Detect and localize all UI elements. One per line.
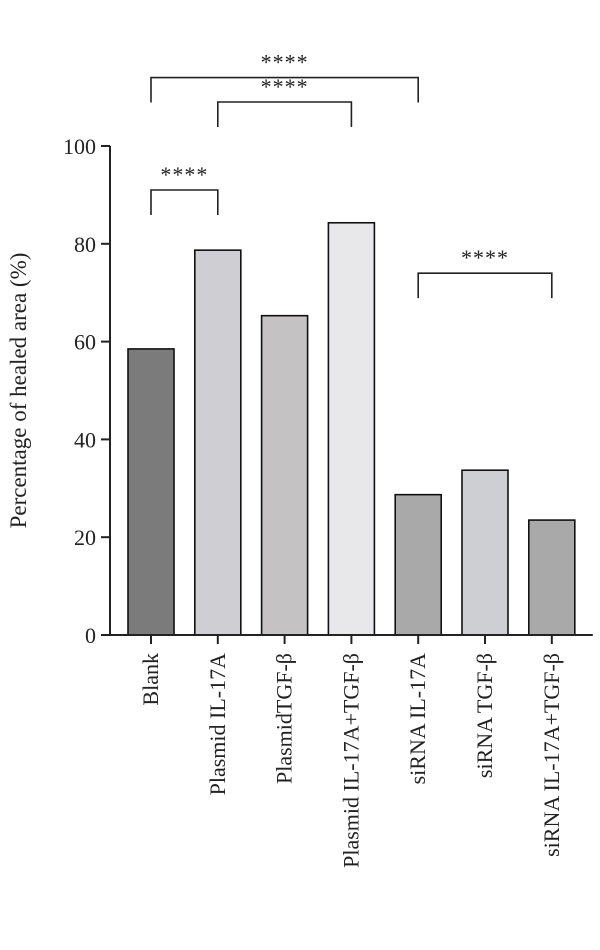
significance-bracket [217,101,353,127]
bar-4 [394,493,443,636]
y-tick-label: 20 [74,525,96,550]
x-tick-label: PlasmidTGF-β [272,653,297,784]
y-tick-label: 60 [74,330,96,355]
significance-label: **** [261,50,309,75]
bar-1 [194,249,242,636]
significance-label: **** [261,74,309,99]
x-tick-label: Plasmid IL-17A [205,653,230,795]
significance-bracket [417,272,553,299]
significance-bracket [150,189,219,216]
bar-2 [260,314,309,636]
y-axis: 0 20 40 60 80 100 [63,134,111,648]
x-tick-label: Plasmid IL-17A+TGF-β [338,653,363,868]
significance-brackets: **************** [150,50,553,299]
significance-label: **** [160,162,208,187]
bar-3 [327,221,376,636]
significance-bracket [150,76,419,103]
y-axis-label: Percentage of healed area (%) [6,253,31,529]
y-tick-label: 100 [63,134,96,159]
x-tick-label: siRNA TGF-β [472,653,497,778]
x-tick-label: Blank [138,653,163,706]
y-tick-label: 80 [74,232,96,257]
y-tick-label: 0 [85,623,96,648]
x-tick-label: siRNA IL-17A [405,653,430,785]
bar-5 [461,469,509,636]
x-axis: Blank Plasmid IL-17A PlasmidTGF-β Plasmid I… [110,634,593,868]
bars [127,221,576,636]
y-tick-label: 40 [74,427,96,452]
bar-6 [527,519,576,636]
bar-0 [127,348,175,636]
x-tick-label: siRNA IL-17A+TGF-β [539,653,564,857]
significance-label: **** [461,245,509,270]
